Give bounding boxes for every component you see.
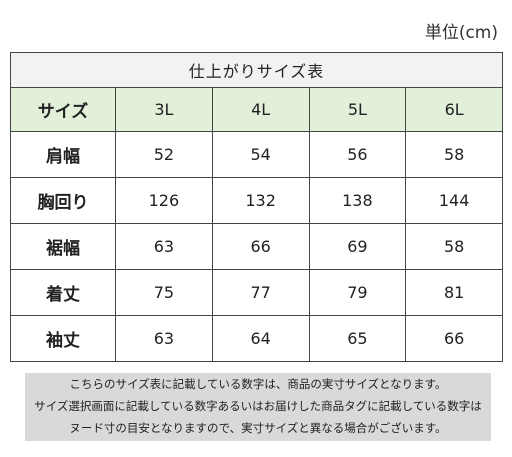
table-cell: 77	[211, 269, 310, 316]
note-line: こちらのサイズ表に記載している数字は、商品の実寸サイズとなります。	[69, 377, 447, 391]
header-size-label: サイズ	[10, 87, 116, 132]
table-cell: 63	[115, 223, 213, 270]
measurement-note: こちらのサイズ表に記載している数字は、商品の実寸サイズとなります。 サイズ選択画…	[25, 373, 491, 441]
table-cell: 75	[115, 269, 213, 316]
size-chart-table: 仕上がりサイズ表 サイズ 3L 4L 5L 6L 肩幅 52 54 56 58 …	[10, 52, 503, 362]
note-line: ヌード寸の目安となりますので、実寸サイズと異なる場合がございます。	[69, 421, 447, 435]
row-label: 肩幅	[10, 131, 116, 178]
table-caption: 仕上がりサイズ表	[10, 52, 503, 88]
unit-label: 単位(cm)	[424, 23, 498, 43]
table-cell: 69	[308, 223, 407, 270]
table-cell: 66	[211, 223, 310, 270]
table-cell: 65	[308, 315, 407, 362]
row-label: 胸回り	[10, 177, 116, 224]
row-label: 裾幅	[10, 223, 116, 270]
row-label: 着丈	[10, 269, 116, 316]
table-cell: 66	[405, 315, 503, 362]
table-caption-row: 仕上がりサイズ表	[10, 52, 503, 88]
table-header-row: サイズ 3L 4L 5L 6L	[10, 87, 503, 132]
table-row: 胸回り 126 132 138 144	[10, 177, 503, 224]
note-line: サイズ選択画面に記載している数字あるいはお届けした商品タグに記載している数字は	[34, 399, 482, 413]
header-size-3l: 3L	[115, 87, 213, 132]
table-cell: 132	[211, 177, 310, 224]
table-cell: 63	[115, 315, 213, 362]
table-cell: 52	[115, 131, 213, 178]
row-label: 袖丈	[10, 315, 116, 362]
table-cell: 81	[405, 269, 503, 316]
table-cell: 79	[308, 269, 407, 316]
table-cell: 138	[308, 177, 407, 224]
table-cell: 64	[211, 315, 310, 362]
table-row: 肩幅 52 54 56 58	[10, 131, 503, 178]
table-row: 裾幅 63 66 69 58	[10, 223, 503, 270]
table-row: 袖丈 63 64 65 66	[10, 315, 503, 362]
table-row: 着丈 75 77 79 81	[10, 269, 503, 316]
table-cell: 126	[115, 177, 213, 224]
table-cell: 58	[405, 131, 503, 178]
header-size-4l: 4L	[211, 87, 310, 132]
table-cell: 144	[405, 177, 503, 224]
table-cell: 54	[211, 131, 310, 178]
header-size-6l: 6L	[405, 87, 503, 132]
header-size-5l: 5L	[308, 87, 407, 132]
table-cell: 58	[405, 223, 503, 270]
table-cell: 56	[308, 131, 407, 178]
